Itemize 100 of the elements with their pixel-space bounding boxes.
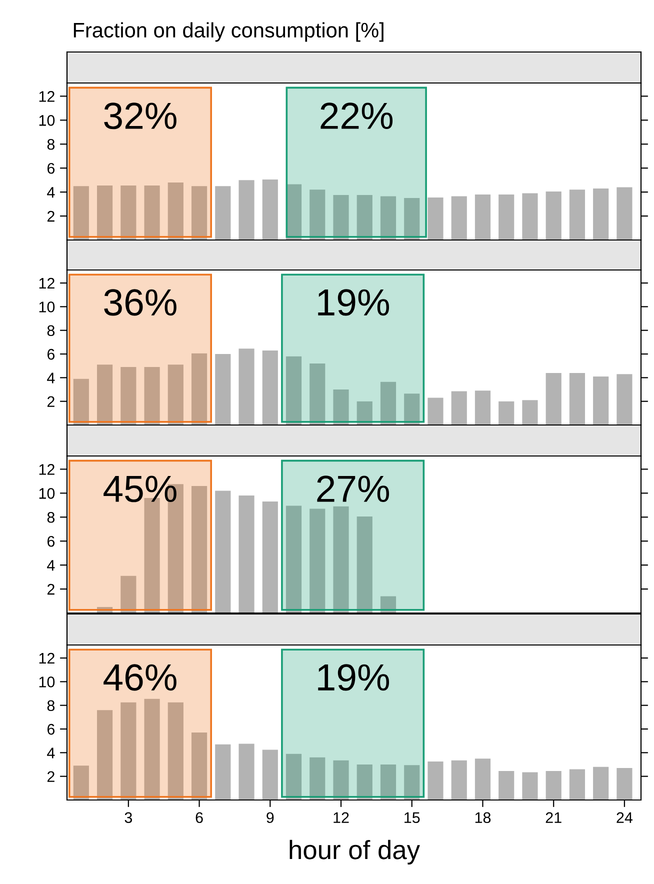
band-label: 32% xyxy=(104,102,176,130)
bar xyxy=(262,502,278,613)
y-tick-label: 2 xyxy=(47,210,54,222)
bar xyxy=(144,367,160,425)
bar xyxy=(569,769,586,800)
bar xyxy=(262,350,278,425)
bar xyxy=(73,186,89,240)
bar xyxy=(191,486,208,613)
bar xyxy=(97,710,113,800)
band-label: 46% xyxy=(104,664,176,691)
bar xyxy=(498,401,514,425)
bar xyxy=(474,758,491,800)
bar xyxy=(333,195,349,240)
y-tick-label: 2 xyxy=(47,771,54,782)
bar xyxy=(120,185,136,240)
bar xyxy=(546,372,562,425)
x-tick-label: 18 xyxy=(475,812,491,824)
chart-title: Fraction on daily consumption [%] xyxy=(74,22,384,42)
bar xyxy=(546,771,562,800)
y-tick-label: 10 xyxy=(39,302,55,312)
y-tick-label: 6 xyxy=(47,536,55,547)
bar xyxy=(498,771,514,800)
y-tick-label: 12 xyxy=(39,464,54,475)
y-tick-label: 4 xyxy=(47,748,55,758)
y-tick-label: 10 xyxy=(39,676,55,688)
x-tick-label: 24 xyxy=(616,812,633,823)
bar xyxy=(404,198,420,240)
bar xyxy=(593,376,609,425)
bar xyxy=(238,348,254,425)
bar xyxy=(569,190,586,240)
bar xyxy=(333,390,349,425)
bar xyxy=(451,760,467,800)
x-tick-label: 15 xyxy=(404,812,420,824)
band-label: 19% xyxy=(318,664,390,691)
bar xyxy=(333,760,349,800)
bar xyxy=(120,576,136,613)
bar xyxy=(168,702,184,800)
bar xyxy=(356,516,372,613)
bar xyxy=(310,363,326,425)
y-tick-label: 8 xyxy=(47,325,55,336)
bar xyxy=(262,179,278,240)
band-label: 19% xyxy=(318,289,390,316)
bar xyxy=(262,750,278,800)
y-tick-label: 4 xyxy=(47,372,55,384)
bar xyxy=(474,390,491,425)
bar xyxy=(404,394,420,425)
bar xyxy=(238,744,254,800)
bar xyxy=(333,506,349,613)
bar xyxy=(238,180,254,240)
y-tick-label: 6 xyxy=(47,724,55,735)
y-tick-label: 6 xyxy=(47,348,55,360)
bar xyxy=(522,400,538,425)
bar xyxy=(522,772,538,800)
bar xyxy=(310,757,326,800)
y-tick-label: 12 xyxy=(39,91,54,102)
y-tick-label: 12 xyxy=(39,278,54,289)
bar xyxy=(191,732,208,800)
bar xyxy=(380,764,396,800)
band-label: 22% xyxy=(320,102,393,130)
bar xyxy=(73,766,89,800)
band-label: 27% xyxy=(317,476,390,502)
bar xyxy=(120,702,136,800)
bar xyxy=(498,194,514,240)
y-tick-label: 2 xyxy=(47,584,54,595)
bar xyxy=(191,353,208,425)
y-tick-label: 10 xyxy=(39,115,55,126)
bar xyxy=(451,196,467,240)
y-tick-label: 4 xyxy=(47,187,55,198)
bar xyxy=(404,765,420,800)
bar xyxy=(286,754,302,800)
band-label: 45% xyxy=(104,476,176,502)
bar xyxy=(616,374,632,425)
x-tick-label: 9 xyxy=(266,812,274,824)
bar xyxy=(215,744,231,800)
band-label: 36% xyxy=(104,289,176,316)
bar xyxy=(522,193,538,240)
bar xyxy=(73,378,89,425)
x-tick-label: 21 xyxy=(546,812,562,823)
bar xyxy=(569,372,586,425)
x-tick-label: 12 xyxy=(334,812,349,823)
bar xyxy=(474,194,491,240)
bar xyxy=(286,506,302,613)
y-tick-label: 6 xyxy=(47,162,55,174)
bar xyxy=(238,496,254,613)
bar xyxy=(616,187,632,240)
bar xyxy=(380,382,396,425)
bar xyxy=(593,766,609,800)
bar xyxy=(97,185,113,240)
bar xyxy=(616,768,632,800)
bar xyxy=(356,764,372,800)
bar xyxy=(215,186,231,240)
bar xyxy=(451,391,467,425)
bar xyxy=(144,698,160,800)
bar xyxy=(168,364,184,425)
bar xyxy=(428,398,444,425)
bar xyxy=(215,354,231,425)
y-tick-label: 10 xyxy=(39,488,55,499)
y-tick-label: 12 xyxy=(39,652,54,664)
bar xyxy=(144,185,160,240)
bar xyxy=(168,182,184,240)
